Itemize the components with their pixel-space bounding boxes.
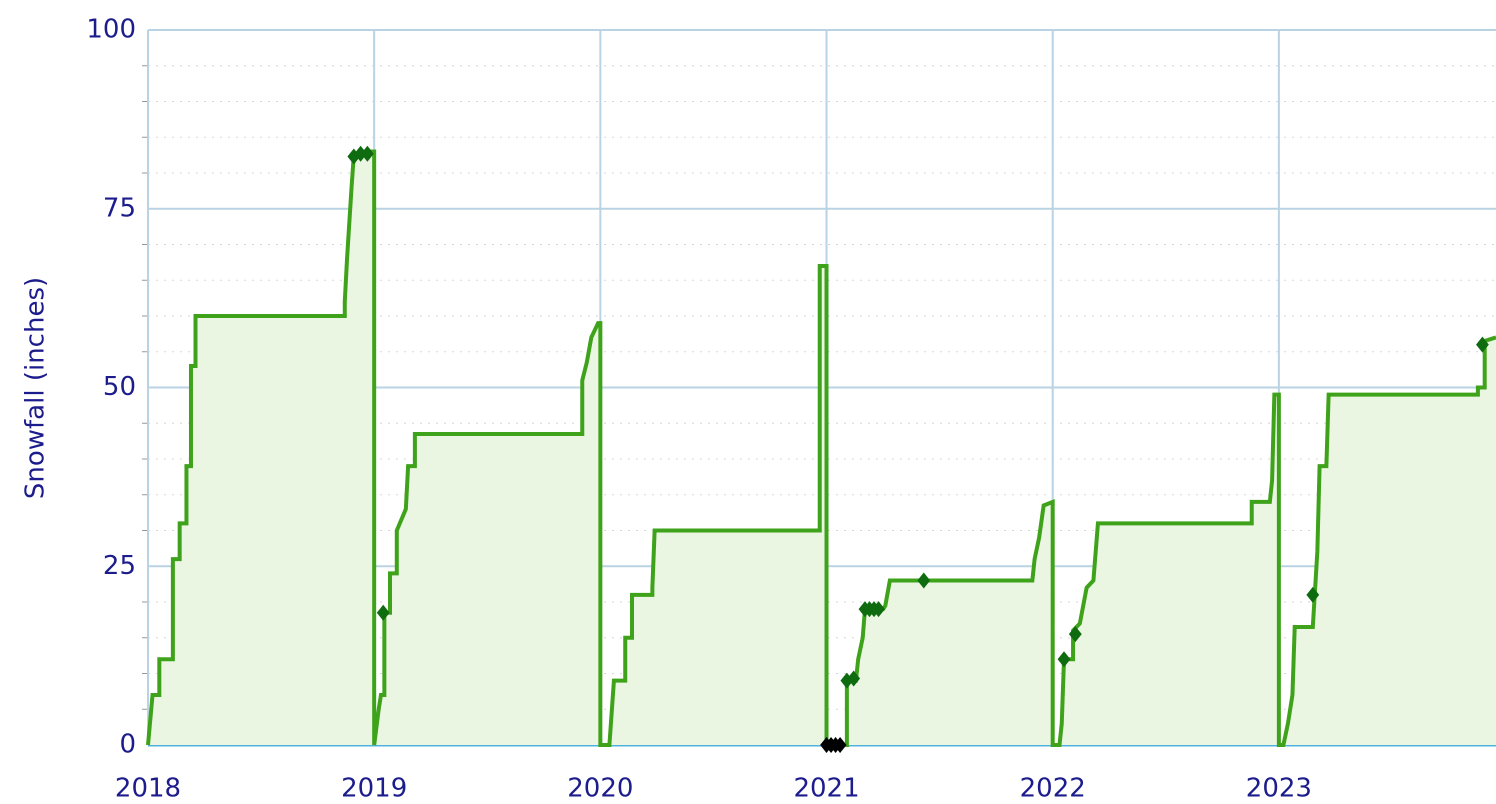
marker bbox=[847, 670, 861, 687]
marker bbox=[1306, 586, 1320, 603]
y-tick-label: 0 bbox=[119, 730, 136, 760]
line bbox=[146, 149, 1496, 747]
marker bbox=[917, 572, 931, 589]
marker bbox=[376, 604, 390, 621]
marker bbox=[1057, 651, 1071, 668]
marker bbox=[347, 148, 361, 165]
area bbox=[148, 151, 1496, 746]
marker bbox=[833, 737, 847, 753]
y-tick-label: 50 bbox=[103, 372, 136, 402]
y-tick-label: 25 bbox=[103, 551, 136, 581]
marker bbox=[360, 145, 374, 162]
y-tick-label: 75 bbox=[103, 193, 136, 223]
marker bbox=[354, 145, 368, 162]
y-axis-label: Snowfall (inches) bbox=[21, 277, 51, 499]
marker bbox=[1068, 626, 1082, 643]
x-tick-label: 2022 bbox=[1020, 774, 1086, 804]
x-tick-label: 2023 bbox=[1246, 774, 1312, 804]
x-tick-label: 2019 bbox=[341, 774, 407, 804]
x-tick-label: 2021 bbox=[793, 774, 859, 804]
x-tick-label: 2018 bbox=[115, 774, 181, 804]
y-tick-label: 100 bbox=[86, 15, 136, 45]
marker bbox=[1476, 336, 1489, 353]
x-tick-label: 2020 bbox=[567, 774, 633, 804]
marker bbox=[872, 601, 885, 618]
